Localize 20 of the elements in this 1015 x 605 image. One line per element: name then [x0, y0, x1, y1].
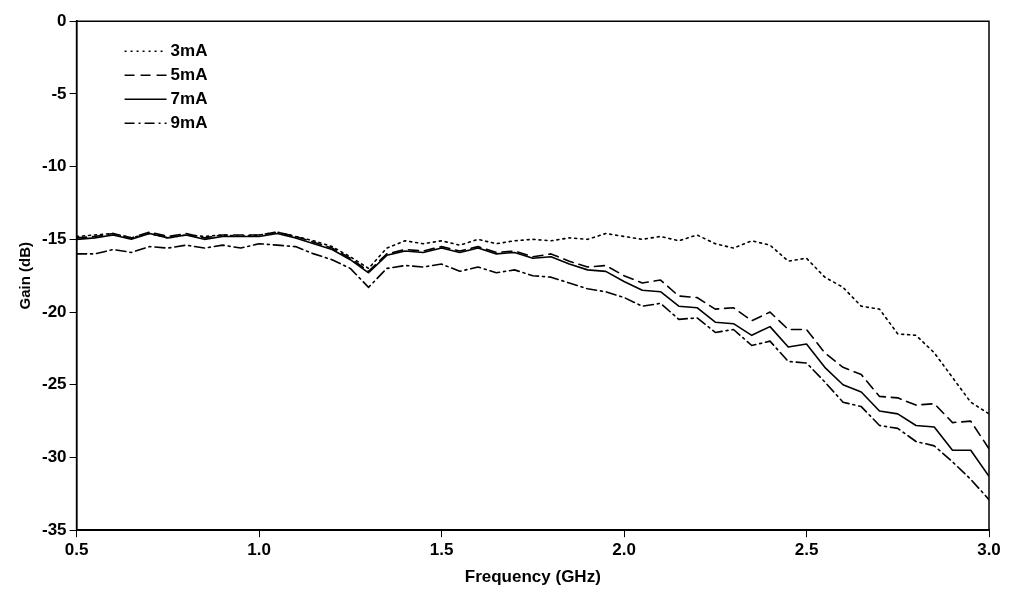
- y-tick-label: -15: [41, 229, 67, 249]
- legend-label: 9mA: [170, 112, 208, 132]
- y-tick-label: 0: [57, 10, 67, 30]
- x-tick-label: 3.0: [977, 540, 1001, 560]
- legend-label: 3mA: [170, 40, 208, 60]
- x-tick-label: 2.0: [612, 540, 636, 560]
- y-tick-label: -25: [41, 374, 67, 394]
- x-axis-title: Frequency (GHz): [464, 567, 601, 587]
- y-tick-label: -35: [41, 519, 67, 539]
- x-tick-label: 0.5: [64, 540, 89, 560]
- legend-label: 5mA: [170, 64, 208, 84]
- y-tick-label: -10: [41, 156, 67, 176]
- y-tick-label: -20: [41, 301, 67, 321]
- x-tick-label: 1.0: [247, 540, 271, 560]
- legend-label: 7mA: [170, 88, 208, 108]
- y-tick-label: -5: [51, 83, 67, 103]
- x-tick-label: 2.5: [794, 540, 819, 560]
- y-axis-title: Gain (dB): [16, 241, 34, 310]
- x-tick-label: 1.5: [429, 540, 454, 560]
- y-tick-label: -30: [41, 447, 67, 467]
